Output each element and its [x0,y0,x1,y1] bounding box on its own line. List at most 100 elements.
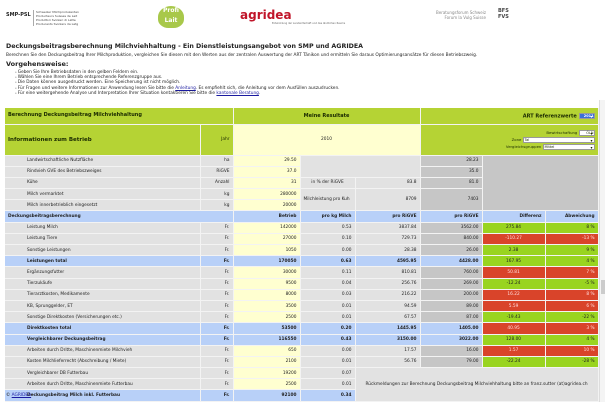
difference-value: -110.27 [482,233,546,246]
vertical-scrollbar[interactable] [599,100,605,402]
info-unit: ha [200,155,234,167]
list-item: Für eine weitergehende Analyse und Inter… [15,91,340,96]
smp-logo: SMP-PSL [6,12,31,18]
table-row: Direktkosten total Fr. 53500 0.20 1445.95 140… [5,322,599,335]
list-item: Wählen Sie eine Ihrem Betrieb entspreche… [15,75,340,80]
table-row: Arbeiten durch Dritte, Maschinenmiete Mi… [5,345,599,357]
info-input[interactable]: 280000 [233,188,301,201]
info-extra-value: 8709 [355,188,421,212]
info-input[interactable]: 37.0 [233,166,301,178]
bewirtschaftung-select[interactable]: ÖLN [578,130,595,136]
per-kg-value: 0.00 [300,345,356,357]
per-kg-value: 0.01 [300,311,356,324]
per-rigve-value: 67.57 [355,311,421,324]
table-row: Vergleichbarer Deckungsbeitrag Fr. 116550 0… [5,334,599,346]
per-rigve-value: 94.59 [355,300,421,313]
info-empty [482,155,599,212]
row-label: Arbeiten durch Dritte, Maschinenmiete Mi… [5,345,201,357]
text: Für Fragen und weitere Informationen zur… [17,85,176,91]
smp-sub-4: Producents Svizzers da Latg [36,22,79,26]
betrieb-value[interactable]: 27000 [233,233,301,246]
year-input[interactable]: 2010 [233,124,421,156]
info-input[interactable]: 20000 [233,199,301,212]
per-rigve-value: 729.73 [355,233,421,246]
page-description: Berechnen Sie den Deckungsbeitrag Ihrer … [6,53,478,58]
column-header: pro RiGVE [355,210,421,223]
reference-value: 87.00 [420,311,483,324]
betrieb-value[interactable]: 2500 [233,311,301,324]
smp-sub-1: Schweizer Milchproduzenten [36,10,79,14]
calc-heading: Deckungsbeitragsberechnung [5,210,234,223]
info-row: Milch innerbetrieblich eingesetzt kg 20000 [5,199,598,212]
reference-value: 16.00 [420,345,483,357]
reference-value: 269.00 [420,278,483,290]
difference-value: -19.43 [482,311,546,324]
info-input[interactable]: 29.50 [233,155,301,167]
difference-value: 275.84 [482,222,546,234]
difference-value: 1.57 [482,345,546,357]
row-unit: Fr. [200,278,234,290]
per-rigve-value: 256.76 [355,278,421,290]
per-kg-value: 0.20 [300,322,356,335]
per-kg-value: 0.03 [300,289,356,301]
difference-value: 50.81 [482,266,546,279]
section-title: Berechnung Deckungsbeitrag Milchviehhalt… [5,108,234,125]
difference-value: 16.22 [482,289,546,301]
art-reference-label: ART Referenzwerte [522,113,577,119]
agridea-footer-link[interactable]: AGRIDEA [11,393,32,398]
table-row: Sonstige Direktkosten (Versicherungen et… [5,311,599,324]
zone-select[interactable]: Tal [522,137,595,143]
table-row: KB, Sprunggelder, ET Fr. 3500 0.01 94.59 89.0… [5,300,599,313]
betrieb-value[interactable]: 9500 [233,278,301,290]
betrieb-value: 170050 [233,255,301,268]
per-rigve-value: 810.81 [355,266,421,279]
betrieb-value[interactable]: 30000 [233,266,301,279]
info-label: Milch vermarktet [5,188,201,201]
table-row: Ergänzungsfutter Fr. 30000 0.11 810.81 760.00… [5,266,599,279]
art-year-select[interactable]: 2011 [578,112,595,119]
betrieb-value[interactable]: 650 [233,345,301,357]
list-item: Für Fragen und weitere Informationen zur… [15,86,340,91]
row-label: Tierzukäufe [5,278,201,290]
column-header: pro kg Milch [300,210,356,223]
per-rigve-value: 216.22 [355,289,421,301]
info-unit: kg [200,199,234,212]
difference-value: 167.95 [482,255,546,268]
text: . [258,90,261,96]
row-unit: Fr. [200,311,234,324]
vergleichsgruppen-select[interactable]: Mittel [542,144,595,150]
deviation-value: -22 % [545,311,599,324]
calculation-table: Berechnung Deckungsbeitrag Milchviehhalt… [5,108,599,402]
betrieb-value[interactable]: 2500 [233,378,301,391]
kantonale-beratung-link[interactable]: kantonale Beratung [216,90,259,96]
betrieb-value[interactable]: 3500 [233,300,301,313]
info-unit: kg [200,188,234,201]
bfs-logo-text: Beratungsforum Schweiz Forum la Vulg Sui… [436,10,486,20]
row-unit: Fr. [200,356,234,369]
difference-value: 5.59 [482,300,546,313]
difference-value: 2.38 [482,244,546,257]
betrieb-value[interactable]: 19200 [233,367,301,380]
row-unit: Fr. [200,345,234,357]
info-reference: 35.0 [420,166,483,178]
bewirtschaftung-label: Bewirtschaftung [546,130,578,135]
info-label: Milch innerbetrieblich eingesetzt [5,199,201,212]
betrieb-value[interactable]: 2100 [233,356,301,369]
betrieb-value[interactable]: 142000 [233,222,301,234]
deviation-value: -28 % [545,356,599,369]
text: Für eine weitergehende Analyse und Inter… [17,90,217,96]
info-reference: 81.0 [420,177,483,190]
per-rigve-value: 4595.95 [355,255,421,268]
scrollbar-thumb[interactable] [601,280,605,294]
info-input[interactable]: 31 [233,177,301,190]
bfs-line-1: Beratungsforum Schweiz [436,10,486,15]
anleitung-link[interactable]: Anleitung [175,85,196,91]
row-label: Leistung Milch [5,222,201,234]
per-kg-value: 0.34 [300,389,356,402]
copyright: © [6,393,11,398]
per-kg-value: 0.63 [300,255,356,268]
info-unit: RiGVE [200,166,234,178]
smp-sub-3: Produttori Svizzeri di Latte [36,18,76,22]
betrieb-value[interactable]: 1050 [233,244,301,257]
betrieb-value[interactable]: 8000 [233,289,301,301]
